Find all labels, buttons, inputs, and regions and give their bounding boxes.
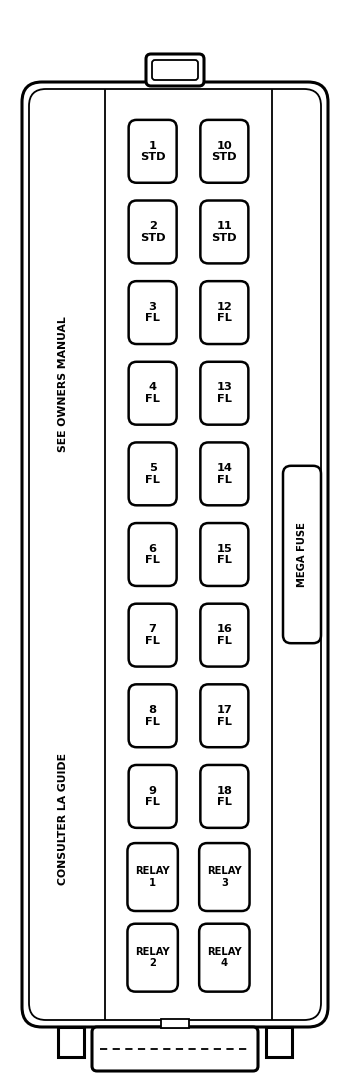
FancyBboxPatch shape — [146, 54, 204, 86]
FancyBboxPatch shape — [199, 844, 250, 911]
Text: 14
FL: 14 FL — [216, 463, 232, 485]
FancyBboxPatch shape — [129, 120, 177, 183]
Text: 6
FL: 6 FL — [145, 544, 160, 565]
Polygon shape — [266, 1027, 292, 1057]
FancyBboxPatch shape — [22, 82, 328, 1027]
FancyBboxPatch shape — [129, 685, 177, 747]
Text: 12
FL: 12 FL — [217, 302, 232, 324]
Polygon shape — [58, 1027, 84, 1057]
FancyBboxPatch shape — [200, 685, 248, 747]
FancyBboxPatch shape — [200, 282, 248, 345]
Text: 8
FL: 8 FL — [145, 705, 160, 726]
Text: 4
FL: 4 FL — [145, 383, 160, 404]
Text: 3
FL: 3 FL — [145, 302, 160, 324]
FancyBboxPatch shape — [129, 765, 177, 828]
Text: 2
STD: 2 STD — [140, 221, 166, 242]
Text: 11
STD: 11 STD — [211, 221, 237, 242]
Text: RELAY
3: RELAY 3 — [207, 866, 241, 888]
FancyBboxPatch shape — [92, 1027, 258, 1071]
Text: 17
FL: 17 FL — [217, 705, 232, 726]
FancyBboxPatch shape — [127, 844, 178, 911]
Text: 10
STD: 10 STD — [211, 140, 237, 162]
Text: 13
FL: 13 FL — [216, 383, 232, 404]
Text: 15
FL: 15 FL — [217, 544, 232, 565]
FancyBboxPatch shape — [200, 603, 248, 666]
FancyBboxPatch shape — [152, 60, 198, 80]
Bar — [161, 1019, 189, 1028]
FancyBboxPatch shape — [199, 924, 250, 991]
Text: 1
STD: 1 STD — [140, 140, 166, 162]
FancyBboxPatch shape — [200, 200, 248, 263]
FancyBboxPatch shape — [129, 442, 177, 505]
Text: SEE OWNERS MANUAL: SEE OWNERS MANUAL — [58, 316, 69, 452]
FancyBboxPatch shape — [200, 362, 248, 425]
FancyBboxPatch shape — [200, 120, 248, 183]
Text: 9
FL: 9 FL — [145, 786, 160, 808]
FancyBboxPatch shape — [129, 523, 177, 586]
Text: CONSULTER LA GUIDE: CONSULTER LA GUIDE — [58, 753, 69, 885]
FancyBboxPatch shape — [129, 362, 177, 425]
FancyBboxPatch shape — [200, 523, 248, 586]
Text: MEGA FUSE: MEGA FUSE — [297, 522, 307, 587]
FancyBboxPatch shape — [129, 282, 177, 345]
Text: 7
FL: 7 FL — [145, 624, 160, 646]
Text: 5
FL: 5 FL — [145, 463, 160, 485]
Text: RELAY
1: RELAY 1 — [135, 866, 170, 888]
Text: RELAY
4: RELAY 4 — [207, 947, 241, 969]
FancyBboxPatch shape — [200, 442, 248, 505]
Text: 16
FL: 16 FL — [216, 624, 232, 646]
FancyBboxPatch shape — [129, 200, 177, 263]
FancyBboxPatch shape — [283, 466, 321, 644]
Text: RELAY
2: RELAY 2 — [135, 947, 170, 969]
FancyBboxPatch shape — [129, 603, 177, 666]
FancyBboxPatch shape — [127, 924, 178, 991]
Text: 18
FL: 18 FL — [216, 786, 232, 808]
FancyBboxPatch shape — [200, 765, 248, 828]
